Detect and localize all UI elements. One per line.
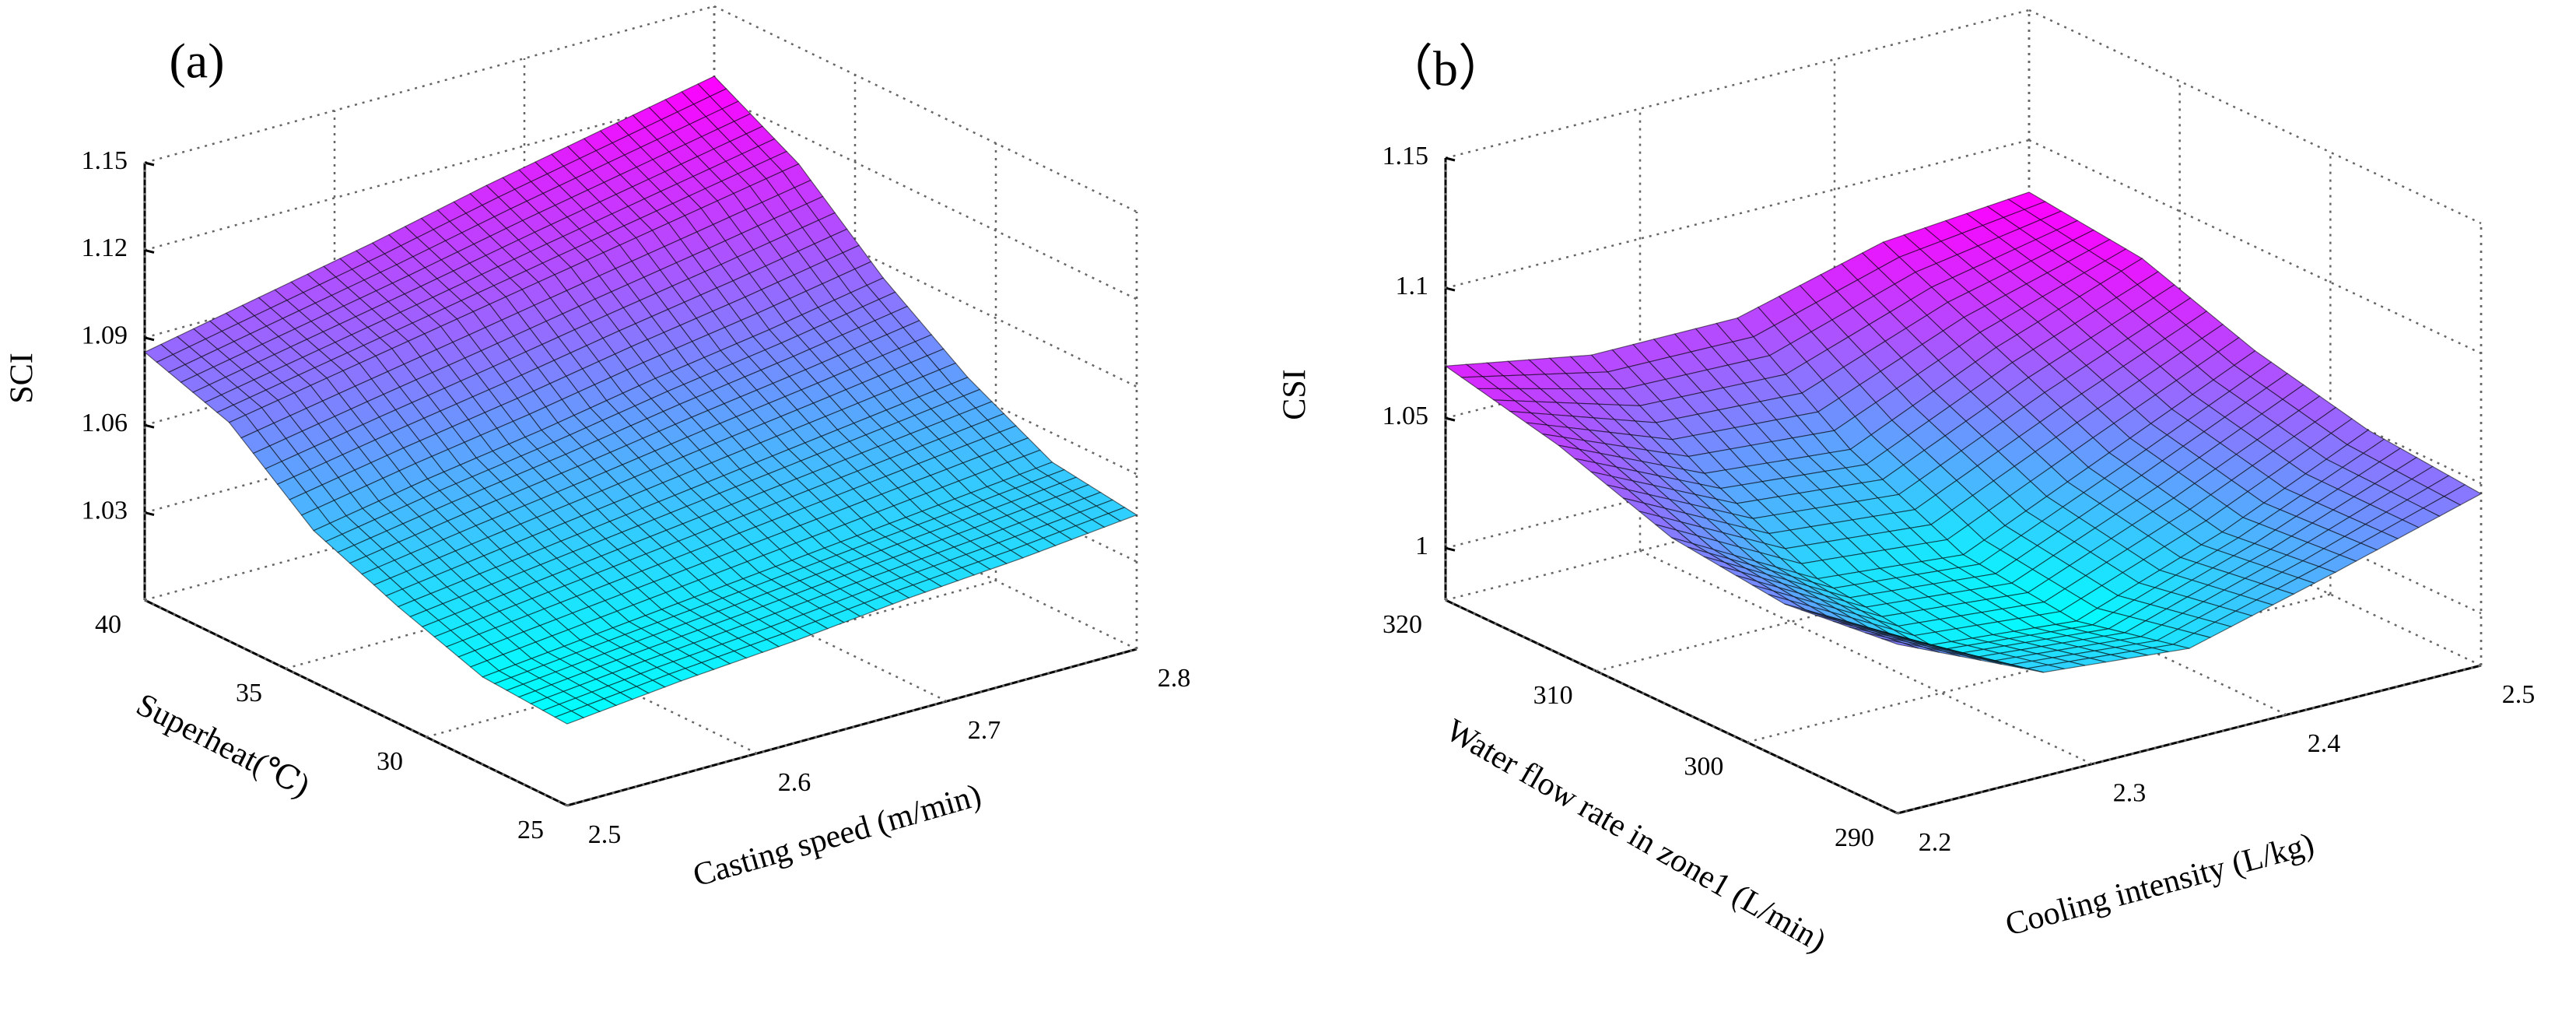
surface-panel: 1 1.05 1.1 1.15 2.2 2.3 2.4 2.5 290 300 310 320 （b） C…: [1277, 9, 2536, 960]
x-tick-label: 2.5: [588, 820, 622, 849]
grid-line: [144, 5, 715, 164]
grid-line: [713, 93, 1137, 300]
y-axis-label: Superheat(℃): [131, 686, 315, 804]
grid-line: [2028, 9, 2482, 225]
axis-line: [1897, 664, 2482, 815]
x-tick-label: 2.8: [1158, 664, 1191, 693]
grid-line: [144, 599, 568, 807]
y-tick-label: 320: [1383, 610, 1422, 639]
y-tick-label: 25: [517, 816, 544, 844]
z-tick-label: 1.12: [82, 233, 128, 262]
tick-mark: [144, 336, 155, 342]
z-axis-label: CSI: [1277, 369, 1313, 419]
tick-mark: [1445, 156, 1456, 162]
z-tick-label: 1.1: [1396, 272, 1429, 300]
grid-line: [2028, 139, 2482, 355]
x-axis-label: Cooling intensity (L/kg): [2002, 827, 2318, 943]
z-tick-label: 1: [1415, 532, 1428, 560]
tick-mark: [1445, 286, 1456, 292]
grid-line: [144, 93, 715, 251]
z-tick-label: 1.06: [82, 409, 128, 437]
z-tick-label: 1.05: [1383, 402, 1429, 430]
grid-line: [713, 5, 1137, 213]
y-axis-label: Water flow rate in zone1 (L/min): [1440, 712, 1832, 959]
y-tick-label: 290: [1835, 823, 1874, 852]
tick-mark: [144, 248, 155, 254]
grid-line: [426, 579, 997, 739]
x-tick-label: 2.2: [1919, 828, 1952, 857]
z-tick-label: 1.15: [1383, 142, 1429, 170]
y-tick-label: 310: [1533, 681, 1573, 710]
y-tick-label: 300: [1684, 752, 1723, 781]
surface-panel: 1.03 1.06 1.09 1.12 1.15 2.5 2.6 2.7 2.8 25 30 35 40…: [5, 5, 1191, 894]
y-tick-label: 30: [377, 747, 403, 776]
x-tick-label: 2.6: [778, 768, 811, 797]
z-tick-label: 1.09: [82, 321, 128, 350]
surface-patch: [1881, 637, 1919, 649]
tick-mark: [144, 161, 155, 167]
y-tick-label: 35: [236, 679, 262, 707]
tick-mark: [144, 511, 155, 517]
x-tick-label: 2.4: [2308, 729, 2341, 758]
z-axis-label: SCI: [5, 353, 40, 403]
panel-label: (a): [169, 33, 224, 89]
x-axis-label: Casting speed (m/min): [689, 778, 985, 894]
grid-line: [1445, 599, 1898, 815]
grid-line: [1445, 9, 2030, 160]
x-tick-label: 2.7: [968, 716, 1001, 745]
z-tick-label: 1.03: [82, 496, 128, 525]
grid-line: [1639, 549, 2093, 765]
x-tick-label: 2.3: [2113, 778, 2147, 807]
grid-line: [566, 648, 1137, 807]
tick-mark: [1445, 546, 1456, 552]
tick-mark: [144, 423, 155, 429]
y-tick-label: 40: [95, 610, 121, 639]
z-tick-label: 1.15: [82, 146, 128, 175]
panel-label: （b）: [1383, 41, 1508, 97]
x-tick-label: 2.5: [2502, 680, 2536, 709]
tick-mark: [1445, 416, 1456, 422]
surface-patch: [554, 710, 585, 725]
